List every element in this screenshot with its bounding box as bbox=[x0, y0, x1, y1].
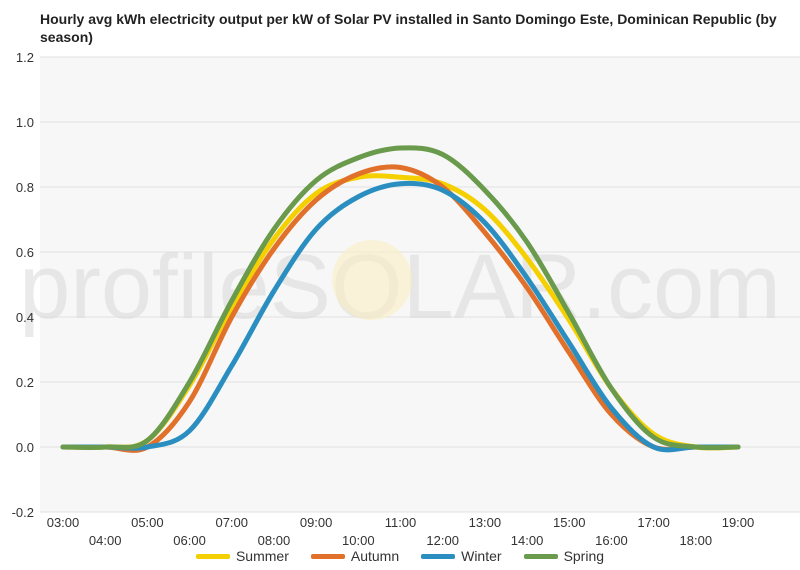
chart-title: Hourly avg kWh electricity output per kW… bbox=[40, 11, 777, 45]
legend-item-autumn: Autumn bbox=[310, 548, 400, 564]
x-tick-label: 18:00 bbox=[680, 533, 713, 548]
x-tick-label: 12:00 bbox=[426, 533, 459, 548]
legend-swatch bbox=[523, 553, 558, 559]
x-tick-label: 10:00 bbox=[342, 533, 375, 548]
legend-item-spring: Spring bbox=[523, 548, 605, 564]
legend-item-summer: Summer bbox=[195, 548, 289, 564]
y-tick-label: -0.2 bbox=[12, 505, 34, 520]
x-tick-label: 14:00 bbox=[511, 533, 544, 548]
legend-label: Autumn bbox=[350, 548, 400, 564]
x-tick-label: 04:00 bbox=[89, 533, 122, 548]
watermark-sun bbox=[332, 240, 412, 320]
y-tick-label: 0.0 bbox=[16, 440, 34, 455]
series-line-spring bbox=[60, 145, 741, 451]
x-tick-label: 17:00 bbox=[637, 515, 670, 530]
x-axis: 03:00 04:00 05:00 06:00 07:00 08:00 09:00 10:00… bbox=[47, 515, 755, 548]
x-tick-label: 11:00 bbox=[385, 515, 417, 530]
x-tick-label: 03:00 bbox=[47, 515, 80, 530]
x-tick-label: 08:00 bbox=[258, 533, 291, 548]
line-chart: profileSOLAR.com 1.21.00.80.60.40.20.0-0… bbox=[12, 50, 800, 548]
legend-swatch bbox=[421, 553, 456, 559]
legend-swatch bbox=[310, 553, 345, 559]
x-tick-label: 06:00 bbox=[173, 533, 206, 548]
x-tick-label: 09:00 bbox=[300, 515, 333, 530]
plot-background bbox=[40, 57, 800, 512]
series-line-autumn bbox=[60, 164, 741, 453]
legend-label: Spring bbox=[563, 548, 605, 564]
y-tick-label: 0.6 bbox=[16, 245, 34, 260]
series-line-winter bbox=[60, 180, 741, 453]
legend-swatch bbox=[195, 553, 230, 559]
series-lines bbox=[60, 145, 741, 453]
x-tick-label: 07:00 bbox=[215, 515, 248, 530]
y-tick-label: 0.2 bbox=[16, 375, 34, 390]
legend-item-winter: Winter bbox=[421, 548, 502, 564]
y-tick-label: 1.0 bbox=[16, 115, 34, 130]
x-tick-label: 16:00 bbox=[595, 533, 628, 548]
legend-label: Summer bbox=[235, 548, 289, 564]
legend: Summer Autumn Winter Spring bbox=[0, 548, 800, 564]
legend-label: Winter bbox=[461, 548, 502, 564]
x-tick-label: 19:00 bbox=[722, 515, 755, 530]
y-tick-label: 0.8 bbox=[16, 180, 34, 195]
x-tick-label: 13:00 bbox=[469, 515, 502, 530]
y-axis: 1.2 1.0 0.8 0.6 0.4 0.2 0.0 -0.2 bbox=[12, 50, 34, 520]
y-tick-label: 0.4 bbox=[16, 310, 34, 325]
x-tick-label: 05:00 bbox=[131, 515, 164, 530]
x-tick-label: 15:00 bbox=[553, 515, 586, 530]
y-tick-label: 1.2 bbox=[16, 50, 34, 65]
